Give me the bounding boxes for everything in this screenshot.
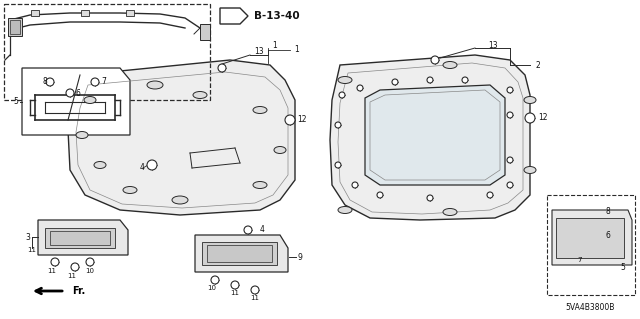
Ellipse shape — [524, 97, 536, 103]
Ellipse shape — [443, 209, 457, 216]
Ellipse shape — [94, 161, 106, 168]
Text: 11: 11 — [250, 295, 259, 301]
Text: 13: 13 — [254, 48, 264, 56]
Bar — [45, 228, 115, 248]
Text: 5: 5 — [620, 263, 625, 272]
Ellipse shape — [524, 167, 536, 174]
Text: 11: 11 — [230, 290, 239, 296]
Bar — [8, 18, 22, 36]
Ellipse shape — [193, 92, 207, 99]
Text: 11: 11 — [47, 268, 56, 274]
Text: 7: 7 — [578, 257, 582, 263]
Circle shape — [507, 112, 513, 118]
Text: Fr.: Fr. — [72, 286, 85, 296]
Circle shape — [594, 208, 602, 216]
Circle shape — [339, 92, 345, 98]
Bar — [547, 195, 635, 295]
Circle shape — [66, 89, 74, 97]
Ellipse shape — [338, 77, 352, 84]
Bar — [556, 218, 624, 258]
Ellipse shape — [123, 187, 137, 194]
Text: 11: 11 — [67, 273, 77, 279]
Ellipse shape — [443, 62, 457, 69]
Circle shape — [244, 226, 252, 234]
Text: 1: 1 — [294, 46, 299, 55]
Circle shape — [507, 157, 513, 163]
Circle shape — [431, 56, 439, 64]
Text: 1: 1 — [272, 41, 276, 50]
Text: 4: 4 — [260, 225, 265, 234]
Polygon shape — [220, 8, 248, 24]
Circle shape — [576, 248, 584, 256]
Text: 9: 9 — [298, 253, 303, 262]
Bar — [200, 24, 210, 40]
Circle shape — [231, 281, 239, 289]
Circle shape — [335, 122, 341, 128]
Circle shape — [335, 162, 341, 168]
Polygon shape — [68, 60, 295, 215]
Text: 10: 10 — [207, 285, 216, 291]
Circle shape — [71, 263, 79, 271]
Polygon shape — [195, 235, 288, 272]
Text: 10: 10 — [86, 268, 95, 274]
Circle shape — [377, 192, 383, 198]
Bar — [10, 20, 20, 34]
Text: 11: 11 — [28, 247, 36, 253]
Circle shape — [218, 64, 226, 72]
Circle shape — [507, 182, 513, 188]
Circle shape — [427, 195, 433, 201]
Ellipse shape — [76, 131, 88, 138]
Circle shape — [507, 87, 513, 93]
Polygon shape — [552, 210, 632, 265]
Ellipse shape — [274, 146, 286, 153]
Circle shape — [392, 79, 398, 85]
Circle shape — [487, 192, 493, 198]
Circle shape — [211, 276, 219, 284]
Polygon shape — [38, 220, 128, 255]
Circle shape — [525, 113, 535, 123]
Circle shape — [352, 182, 358, 188]
Text: 4: 4 — [140, 164, 145, 173]
Bar — [50, 231, 110, 245]
Bar — [126, 10, 134, 16]
Polygon shape — [22, 68, 130, 135]
Ellipse shape — [253, 107, 267, 114]
Circle shape — [462, 77, 468, 83]
Circle shape — [285, 115, 295, 125]
Circle shape — [251, 286, 259, 294]
Bar — [202, 242, 277, 265]
Text: 6: 6 — [606, 231, 611, 240]
Text: 12: 12 — [538, 114, 547, 122]
Ellipse shape — [172, 196, 188, 204]
Circle shape — [427, 77, 433, 83]
Ellipse shape — [253, 182, 267, 189]
Circle shape — [594, 231, 602, 239]
Text: 5VA4B3800B: 5VA4B3800B — [565, 303, 614, 313]
Text: 12: 12 — [297, 115, 307, 124]
Polygon shape — [330, 55, 530, 220]
Circle shape — [51, 258, 59, 266]
Circle shape — [86, 258, 94, 266]
Text: 6: 6 — [76, 88, 81, 98]
Text: 3: 3 — [25, 233, 30, 241]
Ellipse shape — [338, 206, 352, 213]
Bar — [31, 10, 39, 16]
Circle shape — [357, 85, 363, 91]
Bar — [207, 245, 272, 262]
Bar — [4, 4, 210, 100]
Ellipse shape — [147, 81, 163, 89]
Circle shape — [91, 78, 99, 86]
Bar — [81, 10, 89, 16]
Circle shape — [46, 78, 54, 86]
Text: 7: 7 — [101, 78, 106, 86]
Text: 8: 8 — [42, 78, 47, 86]
Text: 8: 8 — [606, 207, 611, 217]
Text: 2: 2 — [536, 61, 541, 70]
Ellipse shape — [84, 97, 96, 103]
Polygon shape — [365, 85, 505, 185]
Text: 13: 13 — [488, 41, 498, 49]
Circle shape — [147, 160, 157, 170]
Text: 5: 5 — [13, 98, 18, 107]
Text: B-13-40: B-13-40 — [254, 11, 300, 21]
